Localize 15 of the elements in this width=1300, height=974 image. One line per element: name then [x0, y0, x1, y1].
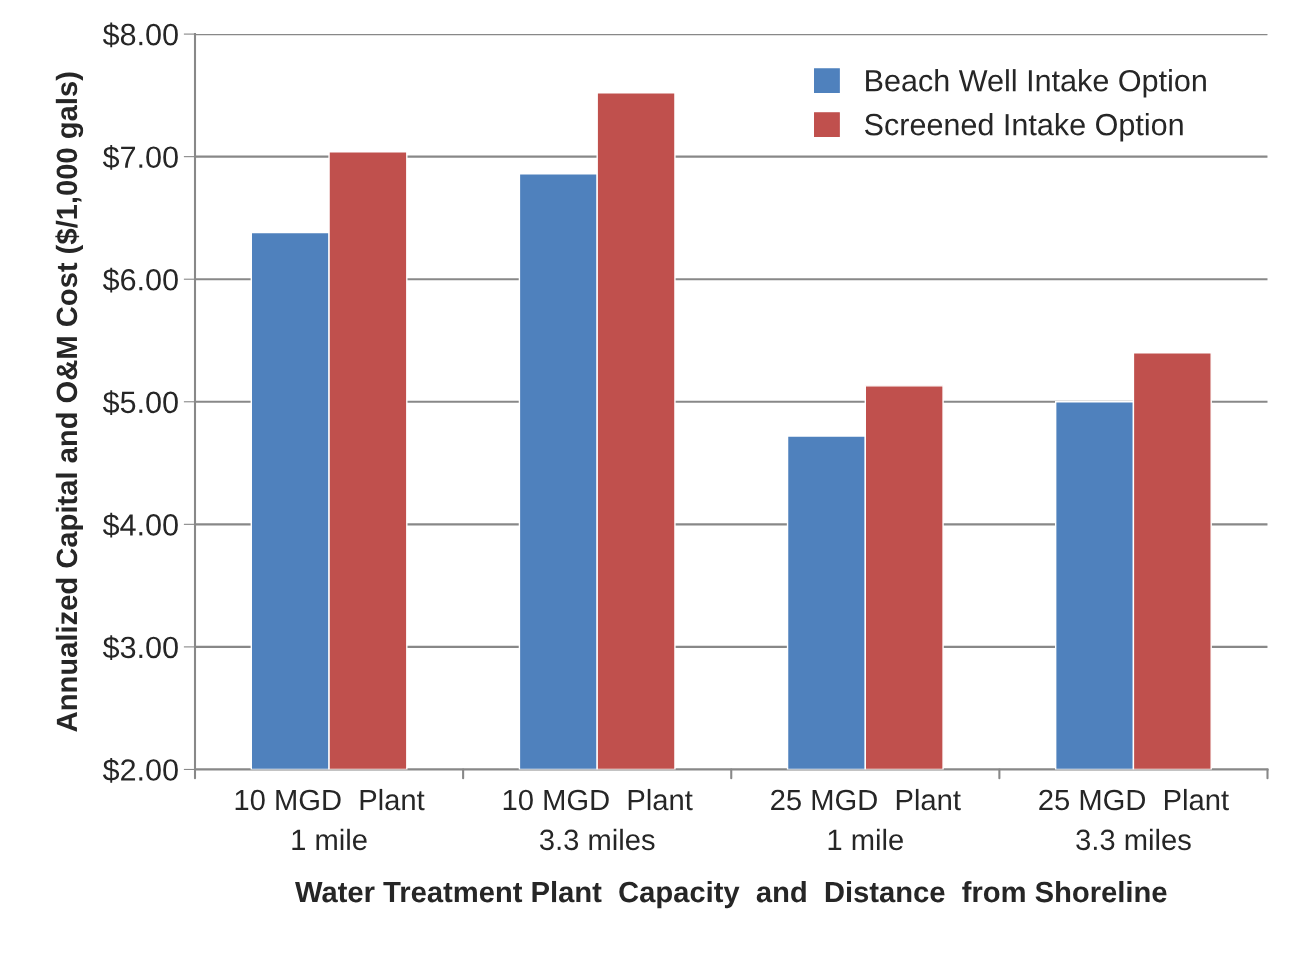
x-tick-label: 10 MGD Plant 1 mile — [235, 788, 425, 851]
x-tick-label: 25 MGD Plant 3.3 miles — [1039, 788, 1229, 851]
y-tick-label: $8.00 — [102, 22, 178, 48]
y-tick-label: $5.00 — [102, 390, 178, 415]
y-tick-label: $3.00 — [102, 635, 178, 661]
x-tick-label: 10 MGD Plant 3.3 miles — [503, 788, 693, 851]
y-axis-title: Annualized Capital and O&M Cost ($/1,000 gals) — [55, 72, 84, 732]
x-axis-title: Water Treatment Plant Capacity and Distance from Shoreline — [295, 880, 1167, 909]
legend-label: Beach Well Intake Option — [866, 69, 1206, 98]
y-tick-label: $4.00 — [102, 512, 178, 538]
x-tick-label: 25 MGD Plant 1 mile — [771, 788, 961, 851]
legend-label: Screened Intake Option — [864, 113, 1183, 142]
y-tick-label: $7.00 — [102, 145, 178, 170]
y-tick-label: $6.00 — [102, 267, 178, 293]
y-tick-label: $2.00 — [102, 757, 178, 783]
